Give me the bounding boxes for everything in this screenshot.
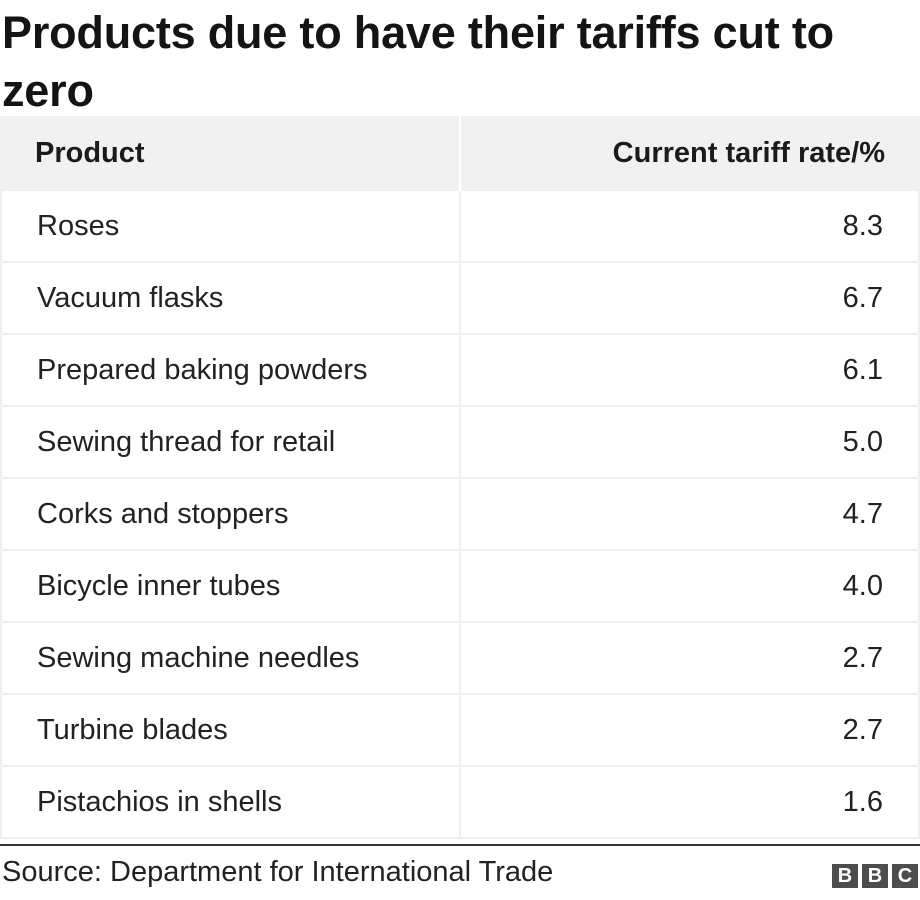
product-cell: Turbine blades: [2, 695, 461, 765]
bbc-logo-letter: B: [832, 864, 858, 888]
tariff-rate-cell: 6.7: [842, 281, 883, 314]
table-row: Sewing machine needles 2.7: [2, 623, 918, 695]
table-row: Prepared baking powders 6.1: [2, 335, 918, 407]
product-cell: Sewing thread for retail: [2, 407, 461, 477]
product-cell: Prepared baking powders: [2, 335, 461, 405]
tariff-table: Product Current tariff rate/% Roses 8.3 Va…: [0, 116, 920, 839]
table-row: Corks and stoppers 4.7: [2, 479, 918, 551]
tariff-rate-cell: 8.3: [842, 209, 883, 242]
tariff-rate-cell: 6.1: [842, 353, 883, 386]
product-cell: Vacuum flasks: [2, 263, 461, 333]
table-body: Roses 8.3 Vacuum flasks 6.7 Prepared baking …: [0, 191, 920, 839]
table-row: Pistachios in shells 1.6: [2, 767, 918, 839]
header-product: Product: [0, 116, 461, 191]
table-row: Bicycle inner tubes 4.0: [2, 551, 918, 623]
table-header-row: Product Current tariff rate/%: [0, 116, 920, 191]
header-tariff-rate: Current tariff rate/%: [612, 137, 885, 169]
table-row: Turbine blades 2.7: [2, 695, 918, 767]
source-note: Source: Department for International Tra…: [2, 856, 554, 888]
tariff-rate-cell: 1.6: [842, 785, 883, 818]
footer-divider: [0, 844, 920, 846]
tariff-rate-cell: 5.0: [842, 425, 883, 458]
product-cell: Sewing machine needles: [2, 623, 461, 693]
table-row: Roses 8.3: [2, 191, 918, 263]
bbc-logo-letter: B: [862, 864, 888, 888]
product-cell: Pistachios in shells: [2, 767, 461, 837]
tariff-rate-cell: 2.7: [842, 641, 883, 674]
bbc-logo-letter: C: [892, 864, 918, 888]
product-cell: Corks and stoppers: [2, 479, 461, 549]
bbc-logo: B B C: [832, 864, 918, 888]
product-cell: Bicycle inner tubes: [2, 551, 461, 621]
chart-title: Products due to have their tariffs cut t…: [2, 7, 834, 116]
product-cell: Roses: [2, 191, 461, 261]
tariff-rate-cell: 4.7: [842, 497, 883, 530]
table-row: Vacuum flasks 6.7: [2, 263, 918, 335]
tariff-rate-cell: 4.0: [842, 569, 883, 602]
table-row: Sewing thread for retail 5.0: [2, 407, 918, 479]
tariff-rate-cell: 2.7: [842, 713, 883, 746]
